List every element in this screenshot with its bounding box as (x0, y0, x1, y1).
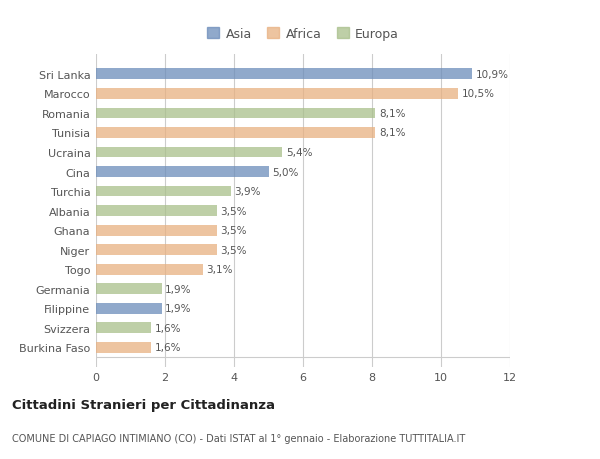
Bar (96, 128, 376, 139)
Bar (96, 264, 203, 275)
Bar (96, 69, 472, 80)
Bar (96, 303, 161, 314)
Text: 10,5%: 10,5% (462, 89, 494, 99)
Text: Cittadini Stranieri per Cittadinanza: Cittadini Stranieri per Cittadinanza (12, 398, 275, 412)
Text: 3,5%: 3,5% (220, 206, 247, 216)
Text: 8,1%: 8,1% (379, 109, 406, 118)
Text: 5,4%: 5,4% (286, 148, 312, 157)
Text: 3,5%: 3,5% (220, 226, 247, 235)
Text: COMUNE DI CAPIAGO INTIMIANO (CO) - Dati ISTAT al 1° gennaio - Elaborazione TUTTI: COMUNE DI CAPIAGO INTIMIANO (CO) - Dati … (12, 433, 465, 442)
Bar (96, 167, 269, 178)
Text: 10,9%: 10,9% (476, 70, 509, 79)
Text: 1,9%: 1,9% (165, 284, 191, 294)
Text: 5,0%: 5,0% (272, 167, 298, 177)
Bar (96, 342, 151, 353)
Bar (96, 89, 458, 100)
Text: 3,1%: 3,1% (206, 265, 233, 274)
Text: 1,9%: 1,9% (165, 304, 191, 313)
Bar (96, 284, 161, 295)
Legend: Asia, Africa, Europa: Asia, Africa, Europa (203, 24, 403, 45)
Bar (96, 108, 376, 119)
Bar (96, 225, 217, 236)
Bar (96, 147, 283, 158)
Bar (96, 323, 151, 334)
Text: 1,6%: 1,6% (155, 343, 181, 353)
Text: 3,5%: 3,5% (220, 245, 247, 255)
Bar (96, 245, 217, 256)
Bar (96, 206, 217, 217)
Bar (96, 186, 230, 197)
Text: 3,9%: 3,9% (234, 187, 260, 196)
Text: 1,6%: 1,6% (155, 323, 181, 333)
Text: 8,1%: 8,1% (379, 128, 406, 138)
